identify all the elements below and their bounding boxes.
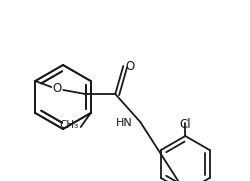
Text: O: O bbox=[52, 83, 62, 96]
Text: Cl: Cl bbox=[179, 118, 190, 131]
Text: HN: HN bbox=[115, 118, 132, 128]
Text: CH₃: CH₃ bbox=[59, 120, 78, 130]
Text: O: O bbox=[125, 60, 134, 73]
